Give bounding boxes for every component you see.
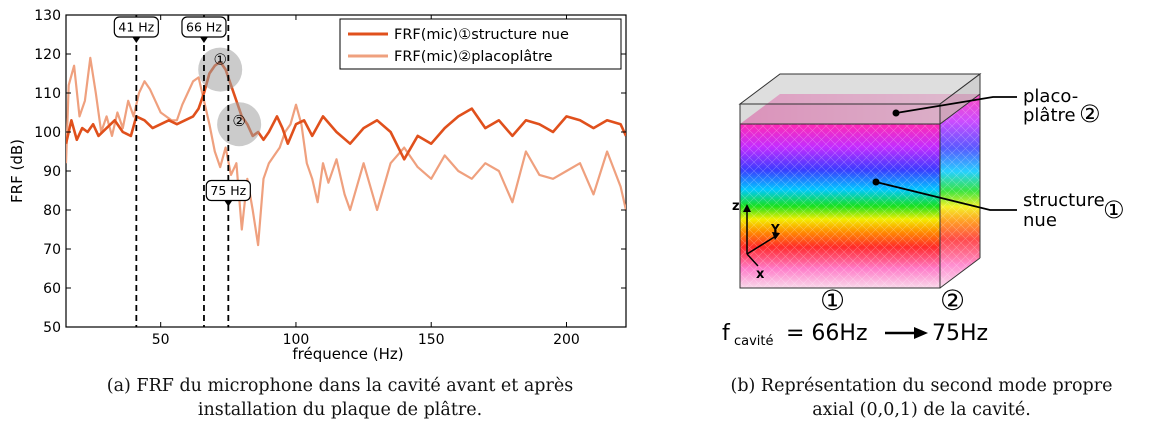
structure-leader-line: [875, 181, 1017, 211]
cavity-edge-right: [939, 257, 981, 289]
mode-number-2: ②: [940, 284, 965, 317]
series-line-2: [66, 56, 626, 247]
f-symbol: f: [722, 321, 731, 346]
marker-label-2: ②: [232, 112, 245, 130]
f-subscript: cavité: [734, 334, 774, 349]
cavity-mesh: [740, 94, 980, 288]
placo-leader-line: [895, 96, 1017, 114]
y-tick-label-80: 80: [43, 203, 61, 219]
y-tick-label-100: 100: [34, 125, 61, 141]
y-tick-label-90: 90: [43, 164, 61, 180]
y-tick-label-130: 130: [34, 8, 61, 24]
label-placo-1: placo-: [1023, 86, 1078, 107]
legend: FRF(mic)①structure nue FRF(mic)②placoplâ…: [339, 18, 622, 70]
transition-arrow-head: [914, 327, 928, 339]
axis-y-arrow: [772, 232, 780, 240]
y-tick-label-110: 110: [34, 86, 61, 102]
label-placo-num: ②: [1079, 100, 1101, 128]
mode-number-1: ①: [820, 284, 845, 317]
axis-x-label: x: [756, 267, 765, 282]
plasterboard-front: [739, 103, 941, 125]
caption-b-line1: (b) Représentation du second mode propre: [730, 376, 1113, 396]
axis-z-arrow: [743, 204, 751, 212]
axis-y-label: Y: [770, 222, 780, 236]
f-value-66: = 66Hz: [786, 321, 868, 346]
caption-b-line2: axial (0,0,1) de la cavité.: [812, 400, 1031, 420]
y-tick-label-50: 50: [43, 320, 61, 336]
y-tick-label-120: 120: [34, 47, 61, 63]
x-tick-label-100: 100: [283, 332, 310, 348]
cavity-mode-diagram: placo- plâtre ② structure nue ① z Y x ① …: [722, 73, 1125, 349]
axis-z-label: z: [732, 199, 740, 214]
marker-label-1: ①: [213, 51, 226, 69]
legend-label-1: FRF(mic)①structure nue: [394, 27, 569, 43]
caption-a: (a) FRF du microphone dans la cavité ava…: [30, 374, 650, 422]
y-axis-label: FRF (dB): [8, 139, 26, 203]
vline-label-pointer-1: [132, 37, 141, 43]
legend-box: [339, 18, 622, 70]
caption-a-line2: installation du plaque de plâtre.: [197, 400, 483, 420]
plasterboard-top: [738, 73, 982, 105]
x-tick-label-50: 50: [152, 332, 170, 348]
f-value-75: 75Hz: [932, 321, 988, 346]
vline-label-pointer-2: [199, 37, 208, 43]
label-struct-2: nue: [1023, 210, 1057, 231]
series-line-1: [66, 60, 626, 161]
vline-label-1: 41 Hz: [118, 20, 154, 35]
frf-chart: ① ② 41 Hz 66 Hz 75 Hz 50 60 70 80 90 100 110 120 13…: [8, 8, 627, 363]
vline-label-3: 75 Hz: [210, 183, 246, 198]
label-struct-num: ①: [1103, 196, 1125, 224]
y-tick-label-70: 70: [43, 242, 61, 258]
vline-label-2: 66 Hz: [186, 20, 222, 35]
y-tick-label-60: 60: [43, 281, 61, 297]
x-tick-label-150: 150: [418, 332, 445, 348]
vline-label-pointer-3: [224, 200, 233, 207]
axis-x-line: [746, 253, 759, 267]
x-tick-label-200: 200: [553, 332, 580, 348]
marker-halo-1: [198, 47, 243, 92]
caption-a-line1: (a) FRF du microphone dans la cavité ava…: [106, 376, 574, 396]
x-axis-label: fréquence (Hz): [292, 345, 403, 363]
legend-label-2: FRF(mic)②placoplâtre: [394, 49, 553, 65]
caption-b: (b) Représentation du second mode propre…: [682, 374, 1161, 422]
label-struct-1: structure: [1023, 190, 1105, 211]
label-placo-2: plâtre: [1023, 105, 1076, 126]
axis-y-line: [746, 235, 777, 255]
